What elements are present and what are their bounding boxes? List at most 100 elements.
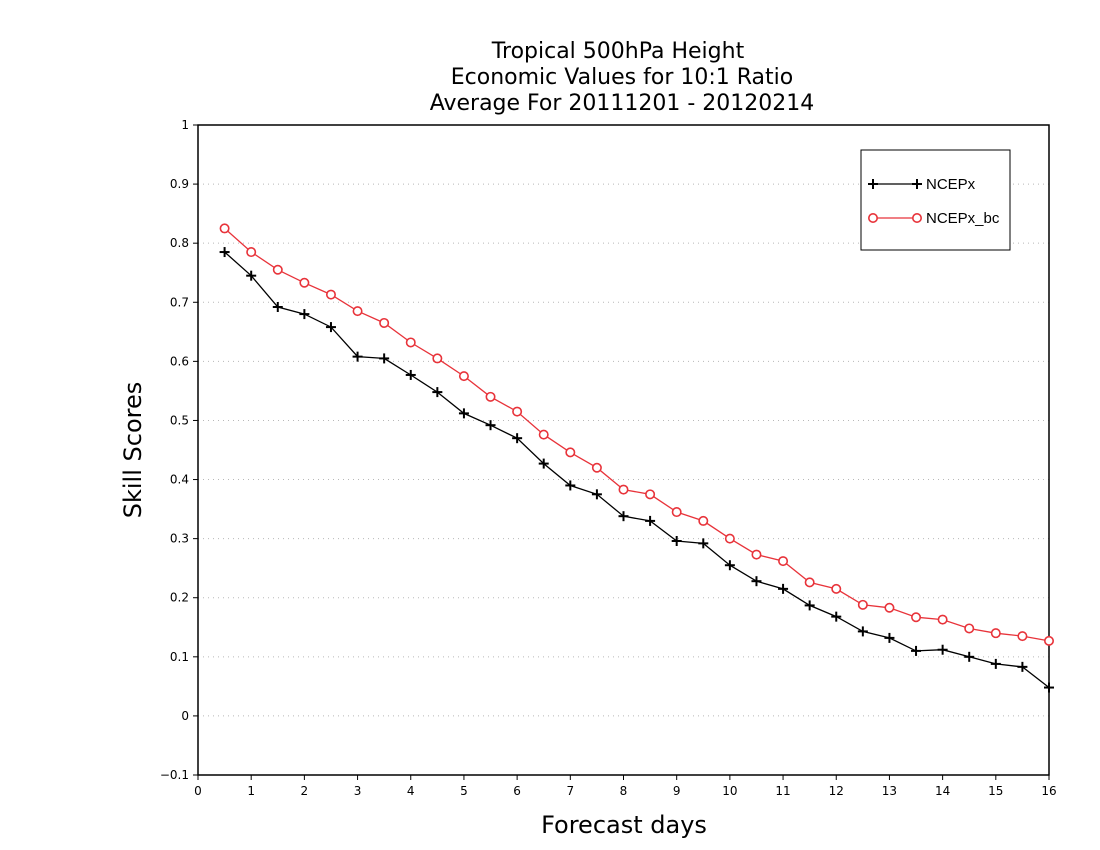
series-1-point — [751, 576, 762, 587]
series-1-point — [379, 353, 390, 364]
series-1-point — [352, 351, 363, 362]
series-1-point — [219, 247, 230, 258]
series-2-point — [751, 549, 762, 560]
axis-ticks: −0.100.10.20.30.40.50.60.70.80.910 1 2 3 4 5 6… — [160, 118, 1057, 798]
series-1-point — [538, 458, 549, 469]
series-1-point — [857, 626, 868, 637]
series-2-line — [224, 227, 1050, 642]
series-1-point — [591, 489, 602, 500]
chart-title: Tropical 500hPa Height Economic Values f… — [430, 39, 815, 116]
series-1-point — [432, 387, 443, 398]
x-tick-label: 3 — [354, 784, 362, 798]
series-1-point — [831, 611, 842, 622]
legend-box — [860, 149, 1011, 251]
legend-marker-b-point — [912, 179, 922, 189]
y-tick-label: −0.1 — [160, 768, 189, 782]
y-tick-label: 0.6 — [170, 354, 189, 368]
legend-marker-b-point — [911, 213, 922, 224]
x-tick-label: 6 — [513, 784, 521, 798]
series-1-point — [724, 560, 735, 571]
series-2-point — [831, 583, 842, 594]
series-1-point — [1017, 661, 1028, 672]
series-2-point — [645, 489, 656, 500]
series — [219, 223, 1055, 693]
series-2-point — [512, 406, 523, 417]
x-tick-label: 16 — [1041, 784, 1056, 798]
y-tick-label: 0.9 — [170, 177, 189, 191]
series-2-point — [804, 577, 815, 588]
x-tick-label: 1 — [247, 784, 255, 798]
series-2-point — [458, 371, 469, 382]
series-1-point — [618, 511, 629, 522]
series-1-point — [990, 658, 1001, 669]
series-1-point — [804, 600, 815, 611]
series-1-point — [645, 515, 656, 526]
series-1-point — [565, 480, 576, 491]
x-tick-label: 12 — [829, 784, 844, 798]
y-tick-label: 0.8 — [170, 236, 189, 250]
x-tick-label: 13 — [882, 784, 897, 798]
legend-label: NCEPx — [926, 176, 976, 193]
y-axis-label: Skill Scores — [119, 382, 147, 519]
series-2-point — [857, 599, 868, 610]
x-tick-label: 2 — [301, 784, 309, 798]
series-2-point — [325, 289, 336, 300]
series-2-point — [272, 264, 283, 275]
series-1-point — [964, 651, 975, 662]
y-tick-label: 0.5 — [170, 413, 189, 427]
x-tick-label: 11 — [775, 784, 790, 798]
series-2-point — [352, 306, 363, 317]
title-line-2: Economic Values for 10:1 Ratio — [451, 65, 793, 90]
series-1-point — [485, 420, 496, 431]
series-2-point — [671, 507, 682, 518]
series-1-point — [911, 645, 922, 656]
legend-entry-2: NCEPx_bc — [867, 210, 1000, 227]
series-1-point — [272, 302, 283, 312]
x-tick-label: 14 — [935, 784, 950, 798]
y-tick-label: 0.4 — [170, 473, 189, 487]
title-line-1: Tropical 500hPa Height — [491, 39, 745, 64]
x-tick-label: 7 — [566, 784, 574, 798]
series-2-point — [565, 447, 576, 458]
series-2-point — [538, 429, 549, 440]
legend-marker-a-point — [867, 213, 878, 224]
grid — [198, 183, 1049, 717]
series-1-point — [698, 538, 709, 549]
series-2-point — [219, 223, 230, 234]
series-2-point — [1044, 635, 1055, 646]
legend-entry-1: NCEPx — [868, 176, 976, 193]
y-tick-label: 0.1 — [170, 650, 189, 664]
x-tick-label: 10 — [722, 784, 737, 798]
x-axis-label: Forecast days — [541, 811, 707, 839]
series-1-point — [1044, 682, 1054, 693]
series-2 — [219, 223, 1055, 646]
series-2-point — [379, 317, 390, 328]
series-1-point — [246, 270, 257, 281]
series-2-point — [405, 337, 416, 348]
series-1-point — [884, 632, 895, 643]
series-2-point — [778, 556, 789, 567]
series-2-point — [618, 484, 629, 495]
series-1-point — [405, 369, 416, 380]
series-2-point — [299, 277, 310, 288]
series-2-point — [698, 515, 709, 526]
series-1-point — [778, 583, 789, 594]
legend: NCEPx NCEPx_bc — [860, 149, 1011, 251]
y-tick-label: 0.2 — [170, 591, 189, 605]
series-2-point — [884, 602, 895, 613]
x-tick-label: 4 — [407, 784, 415, 798]
series-1-point — [299, 309, 310, 320]
series-1-point — [512, 433, 523, 444]
series-1-point — [325, 322, 336, 333]
series-2-point — [937, 614, 948, 625]
series-2-point — [911, 612, 922, 623]
series-2-point — [485, 391, 496, 402]
y-tick-label: 0.7 — [170, 295, 189, 309]
x-tick-label: 8 — [620, 784, 628, 798]
series-2-point — [1017, 631, 1028, 642]
series-2-point — [432, 353, 443, 364]
x-tick-label: 5 — [460, 784, 468, 798]
series-2-point — [246, 247, 257, 258]
y-tick-label: 1 — [181, 118, 189, 132]
